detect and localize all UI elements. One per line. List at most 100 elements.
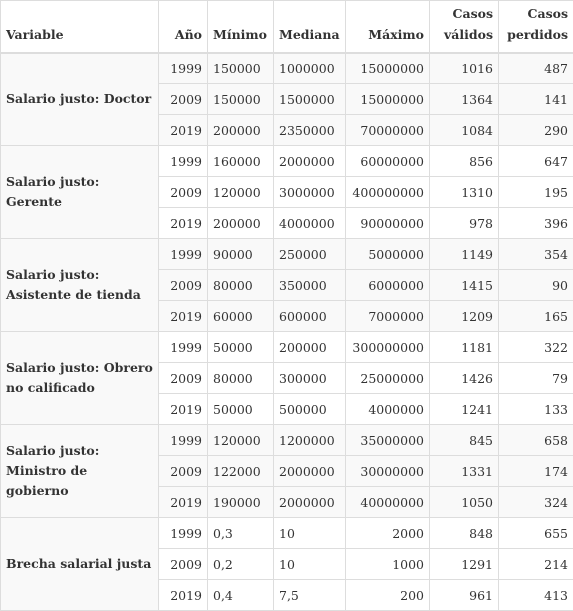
median-cell: 250000 (273, 238, 346, 270)
max-cell: 70000000 (345, 114, 430, 146)
missing-cases-cell: 324 (498, 486, 573, 518)
year-cell: 1999 (158, 331, 208, 363)
valid-cases-cell: 1426 (429, 362, 499, 394)
missing-cases-cell: 79 (498, 362, 573, 394)
year-cell: 2009 (158, 362, 208, 394)
year-cell: 2009 (158, 455, 208, 487)
median-cell: 300000 (273, 362, 346, 394)
min-cell: 50000 (207, 393, 274, 425)
valid-cases-cell: 1016 (429, 52, 499, 84)
median-cell: 2000000 (273, 486, 346, 518)
header-min: Mínimo (207, 0, 274, 54)
max-cell: 35000000 (345, 424, 430, 456)
valid-cases-cell: 848 (429, 517, 499, 549)
table-row: Salario justo: Ministro de gobierno 1999 1… (0, 424, 573, 518)
year-cell: 2009 (158, 548, 208, 580)
variable-label: Salario justo: Asistente de tienda (0, 238, 159, 332)
table-row: 2009 120000 3000000 400000000 1310 195 (1, 176, 573, 208)
max-cell: 200 (345, 579, 430, 611)
missing-cases-cell: 165 (498, 300, 573, 332)
median-cell: 10 (273, 517, 346, 549)
max-cell: 6000000 (345, 269, 430, 301)
min-cell: 60000 (207, 300, 274, 332)
table-row: Salario justo: Obrero no calificado 1999 5… (0, 331, 573, 425)
table-row: 2009 80000 350000 6000000 1415 90 (1, 269, 573, 301)
median-cell: 600000 (273, 300, 346, 332)
year-cell: 1999 (158, 145, 208, 177)
variable-label: Salario justo: Obrero no calificado (0, 331, 159, 425)
table-row: Salario justo: Doctor 1999 150000 1000000 15… (0, 52, 573, 146)
year-cell: 2019 (158, 393, 208, 425)
year-cell: 2019 (158, 207, 208, 239)
table-row: 2009 122000 2000000 30000000 1331 174 (1, 455, 573, 487)
table-body: Salario justo: Doctor 1999 150000 1000000 15… (0, 52, 573, 611)
min-cell: 0,4 (207, 579, 274, 611)
year-cell: 2009 (158, 83, 208, 115)
header-median: Mediana (273, 0, 346, 54)
max-cell: 30000000 (345, 455, 430, 487)
median-cell: 7,5 (273, 579, 346, 611)
table-row: 2019 190000 2000000 40000000 1050 324 (1, 486, 573, 518)
year-cell: 1999 (158, 238, 208, 270)
valid-cases-cell: 1364 (429, 83, 499, 115)
valid-cases-cell: 1050 (429, 486, 499, 518)
min-cell: 50000 (207, 331, 274, 363)
year-cell: 1999 (158, 517, 208, 549)
min-cell: 122000 (207, 455, 274, 487)
header-row: Variable Año Mínimo Mediana Máximo Casos… (0, 0, 573, 54)
missing-cases-cell: 174 (498, 455, 573, 487)
variable-label: Salario justo: Doctor (0, 52, 159, 146)
missing-cases-cell: 655 (498, 517, 573, 549)
table-row: Salario justo: Asistente de tienda 1999 90… (0, 238, 573, 332)
max-cell: 90000000 (345, 207, 430, 239)
missing-cases-cell: 195 (498, 176, 573, 208)
max-cell: 2000 (345, 517, 430, 549)
median-cell: 4000000 (273, 207, 346, 239)
variable-label: Brecha salarial justa (0, 517, 159, 611)
table-row: 2019 50000 500000 4000000 1241 133 (1, 393, 573, 425)
valid-cases-cell: 1310 (429, 176, 499, 208)
table-row: Brecha salarial justa 1999 0,3 10 2000 848 655 (0, 517, 573, 611)
valid-cases-cell: 1181 (429, 331, 499, 363)
median-cell: 3000000 (273, 176, 346, 208)
median-cell: 1500000 (273, 83, 346, 115)
missing-cases-cell: 133 (498, 393, 573, 425)
median-cell: 500000 (273, 393, 346, 425)
median-cell: 1000000 (273, 52, 346, 84)
missing-cases-cell: 354 (498, 238, 573, 270)
min-cell: 0,2 (207, 548, 274, 580)
header-missing-cases: Casos perdidos (498, 0, 573, 54)
year-cell: 2019 (158, 486, 208, 518)
max-cell: 5000000 (345, 238, 430, 270)
min-cell: 150000 (207, 52, 274, 84)
min-cell: 120000 (207, 424, 274, 456)
max-cell: 15000000 (345, 83, 430, 115)
max-cell: 60000000 (345, 145, 430, 177)
table-row: 2019 200000 2350000 70000000 1084 290 (1, 114, 573, 146)
median-cell: 2350000 (273, 114, 346, 146)
missing-cases-cell: 322 (498, 331, 573, 363)
table-row: 2009 150000 1500000 15000000 1364 141 (1, 83, 573, 115)
valid-cases-cell: 1291 (429, 548, 499, 580)
table-row: 2019 200000 4000000 90000000 978 396 (1, 207, 573, 239)
year-cell: 1999 (158, 424, 208, 456)
min-cell: 160000 (207, 145, 274, 177)
max-cell: 40000000 (345, 486, 430, 518)
table-row: 2009 0,2 10 1000 1291 214 (1, 548, 573, 580)
min-cell: 200000 (207, 114, 274, 146)
year-cell: 2009 (158, 176, 208, 208)
variable-label: Salario justo: Gerente (0, 145, 159, 239)
min-cell: 150000 (207, 83, 274, 115)
year-cell: 2019 (158, 579, 208, 611)
table-row: 2019 60000 600000 7000000 1209 165 (1, 300, 573, 332)
missing-cases-cell: 214 (498, 548, 573, 580)
missing-cases-cell: 647 (498, 145, 573, 177)
max-cell: 1000 (345, 548, 430, 580)
median-cell: 1200000 (273, 424, 346, 456)
year-cell: 2019 (158, 114, 208, 146)
year-cell: 2019 (158, 300, 208, 332)
valid-cases-cell: 845 (429, 424, 499, 456)
min-cell: 0,3 (207, 517, 274, 549)
median-cell: 2000000 (273, 145, 346, 177)
header-variable: Variable (0, 0, 159, 54)
